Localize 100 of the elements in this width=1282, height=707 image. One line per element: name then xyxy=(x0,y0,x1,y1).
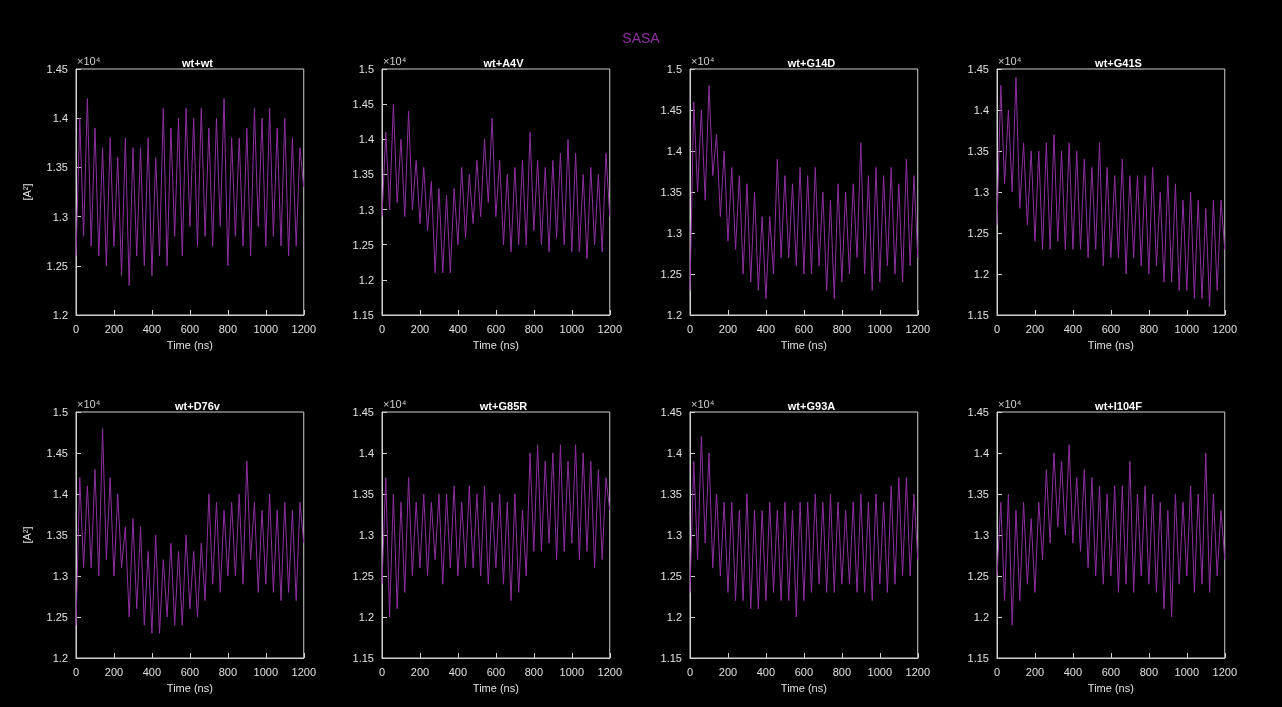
y-tick-label: 1.5 xyxy=(52,406,68,418)
x-tick-label: 1200 xyxy=(905,322,931,335)
y-tick-label: 1.25 xyxy=(967,570,989,582)
y-tick-label: 1.5 xyxy=(358,63,374,75)
x-tick-label: 0 xyxy=(686,322,694,335)
x-tick-label: 1000 xyxy=(559,665,585,678)
x-tick-label: 1200 xyxy=(1212,322,1238,335)
y-axis-title: [A²] xyxy=(20,183,33,201)
x-tick-label: 200 xyxy=(104,665,124,678)
chart-title: wt+G93A xyxy=(786,399,836,412)
y-tick-label: 1.4 xyxy=(666,447,682,459)
y-tick-label: 1.2 xyxy=(973,268,989,280)
text: ×10⁴ xyxy=(998,397,1022,410)
x-tick-label: 800 xyxy=(218,322,238,335)
y-tick-label: 1.35 xyxy=(660,488,682,500)
x-axis-title: Time (ns) xyxy=(166,338,213,351)
y-tick-label: 1.35 xyxy=(46,529,68,541)
line-series xyxy=(75,98,305,286)
y-tick-label: 1.2 xyxy=(52,652,68,664)
y-tick-label: 1.25 xyxy=(967,227,989,239)
y-tick-label: 1.2 xyxy=(358,611,374,623)
y-tick-label: 1.45 xyxy=(352,98,374,111)
y-tick-label: 1.4 xyxy=(358,133,374,146)
x-axis-title: Time (ns) xyxy=(780,338,827,351)
x-tick-label: 0 xyxy=(72,665,80,678)
x-tick-label: 200 xyxy=(718,665,738,678)
x-tick-label: 600 xyxy=(486,665,506,678)
y-tick-label: 1.45 xyxy=(967,63,989,75)
x-tick-label: 400 xyxy=(142,322,162,335)
y-tick-label: 1.3 xyxy=(973,529,989,541)
x-tick-label: 600 xyxy=(1101,665,1121,678)
y-tick-label: 1.3 xyxy=(52,570,68,582)
x-tick-label: 1000 xyxy=(867,665,893,678)
y-tick-label: 1.2 xyxy=(52,309,68,321)
y-tick-label: 1.45 xyxy=(46,63,68,75)
y-tick-label: 1.15 xyxy=(352,652,374,664)
y-tick-label: 1.3 xyxy=(358,529,374,541)
x-axis-title: Time (ns) xyxy=(1087,338,1134,351)
text: ×10⁴ xyxy=(998,54,1022,67)
x-tick-label: 800 xyxy=(832,665,852,678)
x-tick-label: 600 xyxy=(180,665,200,678)
y-tick-label: 1.4 xyxy=(358,447,374,459)
x-tick-label: 1000 xyxy=(253,322,279,335)
x-tick-label: 0 xyxy=(686,665,694,678)
x-tick-label: 0 xyxy=(993,665,1001,678)
chart-title: wt+wt xyxy=(181,56,214,69)
x-tick-label: 1200 xyxy=(905,665,931,678)
text: ×10⁴ xyxy=(383,397,407,410)
text: ×10⁴ xyxy=(691,54,715,67)
text: ×10⁴ xyxy=(77,54,101,67)
x-tick-label: 800 xyxy=(1139,322,1159,335)
y-tick-label: 1.35 xyxy=(967,488,989,500)
y-tick-label: 1.45 xyxy=(967,406,989,418)
x-tick-label: 600 xyxy=(180,322,200,335)
x-tick-label: 200 xyxy=(410,665,430,678)
x-tick-label: 200 xyxy=(1025,322,1045,335)
y-tick-label: 1.4 xyxy=(666,145,682,157)
x-tick-label: 400 xyxy=(448,322,468,335)
chart-title: wt+D76v xyxy=(174,399,221,412)
x-tick-label: 0 xyxy=(378,665,386,678)
y-tick-label: 1.3 xyxy=(52,210,68,223)
y-tick-label: 1.4 xyxy=(973,104,989,116)
x-tick-label: 1200 xyxy=(1212,665,1238,678)
x-tick-label: 800 xyxy=(1139,665,1159,678)
x-tick-label: 0 xyxy=(72,322,80,335)
x-tick-label: 1000 xyxy=(1174,665,1200,678)
chart-title: wt+I104F xyxy=(1094,399,1143,412)
y-tick-label: 1.25 xyxy=(46,611,68,623)
x-tick-label: 600 xyxy=(794,665,814,678)
y-tick-label: 1.15 xyxy=(660,652,682,664)
x-tick-label: 800 xyxy=(218,665,238,678)
chart-title: wt+G14D xyxy=(786,56,836,69)
y-axis-title: [A²] xyxy=(20,526,33,544)
y-tick-label: 1.3 xyxy=(358,203,374,216)
y-tick-label: 1.3 xyxy=(666,529,682,541)
y-tick-label: 1.35 xyxy=(46,161,68,174)
x-tick-label: 400 xyxy=(756,665,776,678)
line-series xyxy=(996,444,1226,626)
x-axis-title: Time (ns) xyxy=(166,681,213,694)
line-series xyxy=(381,103,611,274)
x-tick-label: 200 xyxy=(104,322,124,335)
chart-title: wt+G41S xyxy=(1094,56,1142,69)
line-series xyxy=(689,436,919,618)
y-tick-label: 1.35 xyxy=(352,168,374,181)
x-tick-label: 1000 xyxy=(1174,322,1200,335)
y-tick-label: 1.15 xyxy=(967,309,989,321)
y-tick-label: 1.2 xyxy=(358,273,374,286)
y-tick-label: 1.25 xyxy=(352,238,374,251)
x-axis-title: Time (ns) xyxy=(780,681,827,694)
y-tick-label: 1.45 xyxy=(660,104,682,116)
x-axis-title: Time (ns) xyxy=(1087,681,1134,694)
x-tick-label: 800 xyxy=(832,322,852,335)
x-tick-label: 600 xyxy=(486,322,506,335)
line-series xyxy=(996,76,1226,308)
x-tick-label: 400 xyxy=(756,322,776,335)
y-tick-label: 1.2 xyxy=(973,611,989,623)
x-tick-label: 1000 xyxy=(559,322,585,335)
x-tick-label: 0 xyxy=(378,322,386,335)
y-tick-label: 1.4 xyxy=(52,112,68,125)
x-axis-title: Time (ns) xyxy=(472,681,519,694)
